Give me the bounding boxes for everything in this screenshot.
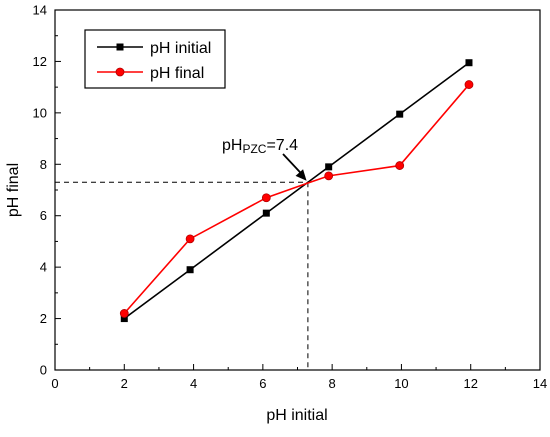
x-tick-label: 8 — [329, 376, 336, 391]
x-tick-label: 0 — [51, 376, 58, 391]
series-ph-final — [119, 80, 474, 318]
data-point — [119, 309, 129, 318]
data-point — [464, 80, 474, 89]
pzc-guide-lines — [55, 181, 309, 370]
pzc-arrow-head — [295, 169, 307, 181]
axes: 0 2 4 6 8 10 12 14 0 2 4 6 8 10 12 14 — [33, 3, 548, 392]
data-point — [396, 110, 404, 118]
legend-marker — [116, 43, 124, 51]
x-tick-label: 2 — [121, 376, 128, 391]
data-point — [262, 209, 270, 217]
series — [119, 59, 474, 323]
data-point — [120, 315, 128, 323]
pzc-annotation: pHPZC=7.4 — [222, 137, 307, 181]
y-tick-label: 12 — [33, 54, 47, 69]
legend-marker — [115, 67, 125, 77]
y-tick-label: 10 — [33, 105, 47, 120]
y-tick-label: 6 — [40, 208, 47, 223]
data-point — [325, 163, 333, 171]
data-point — [395, 161, 405, 170]
series-line — [123, 62, 470, 320]
y-tick-label: 2 — [40, 311, 47, 326]
data-point — [186, 266, 194, 274]
legend-label: pH final — [150, 65, 204, 82]
x-tick-label: 10 — [394, 376, 408, 391]
data-point — [324, 171, 334, 181]
y-tick-label: 4 — [40, 260, 47, 275]
data-point — [185, 234, 195, 244]
y-tick-label: 0 — [40, 363, 47, 378]
x-tick-label: 14 — [533, 376, 547, 391]
y-tick-label: 8 — [40, 157, 47, 172]
legend-label: pH initial — [150, 40, 211, 57]
x-tick-label: 12 — [463, 376, 477, 391]
series-line — [123, 84, 470, 314]
pzc-label: pHPZC=7.4 — [222, 137, 298, 156]
x-tick-label: 4 — [190, 376, 197, 391]
legend-box — [84, 29, 226, 89]
legend: pH initial pH final — [84, 29, 226, 89]
series-ph-initial — [120, 59, 473, 323]
data-point — [261, 193, 271, 203]
x-axis-label: pH initial — [266, 407, 327, 424]
pzc-arrow-shaft — [282, 153, 304, 176]
y-tick-label: 14 — [33, 3, 47, 18]
data-point — [465, 59, 473, 67]
x-tick-label: 6 — [259, 376, 266, 391]
y-axis-label: pH final — [5, 163, 22, 217]
